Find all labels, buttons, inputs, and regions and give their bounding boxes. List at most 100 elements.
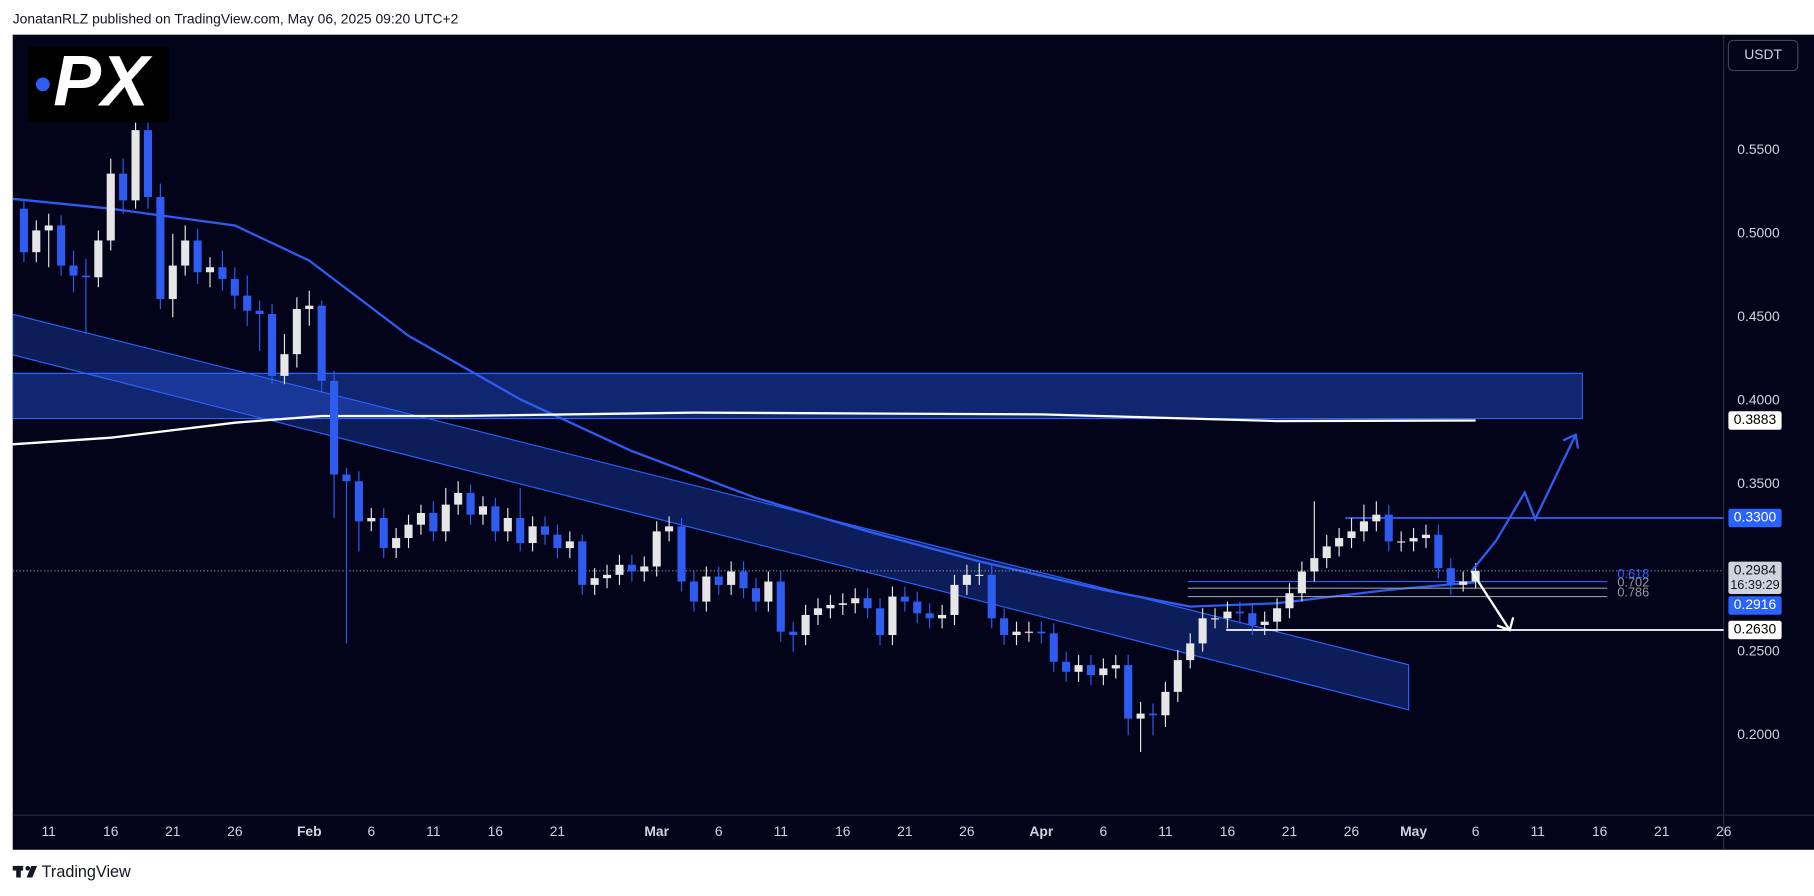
candle-body — [1260, 621, 1269, 625]
candle-body — [764, 581, 773, 602]
candle-body — [727, 571, 736, 585]
candle-body — [851, 598, 860, 604]
candle-body — [478, 506, 488, 515]
price-band — [12, 372, 1583, 420]
candle-body — [987, 574, 996, 619]
header: JonatanRLZ published on TradingView.com,… — [13, 10, 459, 26]
candle-body — [1049, 633, 1058, 662]
x-tick-label: 6 — [1472, 823, 1480, 839]
candle-body — [888, 596, 897, 636]
candle-body — [81, 275, 90, 278]
candle-body — [925, 613, 934, 619]
candle-body — [1111, 665, 1120, 669]
candle-body — [181, 240, 190, 266]
candle-body — [119, 173, 128, 201]
candle-body — [1223, 611, 1232, 619]
candle-body — [243, 295, 252, 311]
price-badge — [1728, 411, 1782, 430]
candle-body — [1359, 521, 1368, 532]
candle-body — [255, 310, 264, 315]
candle-body — [1285, 593, 1294, 609]
price-badge-label: 0.3300 — [1734, 509, 1777, 525]
candle-body — [652, 531, 661, 567]
price-badge-label: 0.2916 — [1734, 596, 1777, 612]
candle-body — [540, 526, 550, 535]
candle-body — [1409, 538, 1418, 542]
candle-body — [57, 225, 66, 266]
candle-body — [1384, 514, 1393, 542]
candle-body — [367, 517, 376, 522]
candle-body — [677, 526, 686, 582]
candle-body — [739, 571, 748, 589]
candle-body — [429, 512, 438, 532]
candle-body — [1037, 631, 1046, 634]
x-tick-label: 21 — [165, 823, 181, 839]
candle-body — [19, 208, 28, 253]
projection-down — [1470, 570, 1511, 631]
price-badge-label: 0.3883 — [1734, 411, 1777, 427]
moving-average — [12, 197, 1476, 608]
x-tick-label: 11 — [1530, 823, 1545, 839]
price-badge — [1728, 596, 1782, 615]
x-tick-label: 21 — [1282, 823, 1298, 839]
x-tick-label: Apr — [1029, 823, 1053, 839]
candle-body — [615, 564, 624, 575]
candle-body — [379, 517, 388, 549]
currency-button[interactable] — [1727, 39, 1799, 72]
candle-body — [1421, 534, 1431, 539]
x-tick-label: Feb — [297, 823, 322, 839]
footer-brand: TradingView — [42, 863, 131, 881]
x-tick-label: 16 — [1220, 823, 1236, 839]
y-tick-label: 0.2000 — [1737, 726, 1780, 742]
y-tick-label: 0.4000 — [1737, 392, 1780, 408]
candle-body — [962, 574, 971, 585]
candle-body — [1446, 568, 1455, 585]
candle-body — [466, 492, 475, 515]
countdown: 16:39:29 — [1730, 577, 1780, 592]
candle-body — [94, 240, 103, 278]
candle-body — [491, 506, 500, 532]
candle-body — [826, 604, 835, 609]
x-tick-label: 16 — [835, 823, 851, 839]
candle-body — [218, 267, 227, 279]
candle-body — [1347, 531, 1356, 539]
candle-body — [1186, 643, 1195, 661]
x-tick-label: 21 — [550, 823, 566, 839]
candle-body — [1459, 581, 1468, 585]
candle-body — [441, 504, 450, 532]
candle-body — [975, 574, 984, 576]
price-badge-label: 0.2630 — [1734, 621, 1777, 637]
footer-logo — [12, 865, 38, 878]
candle-body — [1273, 608, 1282, 622]
candle-body — [702, 576, 711, 602]
candle-body — [193, 240, 202, 273]
y-tick-label: 0.4500 — [1737, 308, 1780, 324]
candle-body — [1173, 660, 1182, 692]
candle-body — [553, 534, 562, 549]
arrow-head — [1562, 433, 1580, 449]
arrow-head — [1496, 617, 1515, 632]
logo-shape — [16, 865, 21, 878]
candle-body — [69, 265, 78, 276]
x-tick-label: 11 — [42, 823, 57, 839]
x-tick-label: 21 — [1654, 823, 1670, 839]
candle-body — [106, 173, 115, 241]
candle-body — [516, 517, 525, 544]
logo: PX — [27, 42, 169, 123]
candle-body — [789, 631, 798, 636]
candle-body — [168, 265, 177, 299]
candle-body — [950, 584, 959, 615]
candle-body — [1372, 514, 1381, 522]
currency-label[interactable]: USDT — [1744, 46, 1782, 62]
x-tick-label: 11 — [1158, 823, 1173, 839]
candle-body — [714, 576, 723, 585]
candle-body — [44, 225, 53, 231]
candle-body — [305, 305, 314, 310]
price-badge — [1728, 561, 1782, 594]
candle-body — [900, 596, 909, 602]
x-tick-label: 6 — [715, 823, 723, 839]
candle-body — [801, 614, 810, 636]
candle-body — [863, 598, 872, 609]
candle-body — [565, 541, 574, 549]
